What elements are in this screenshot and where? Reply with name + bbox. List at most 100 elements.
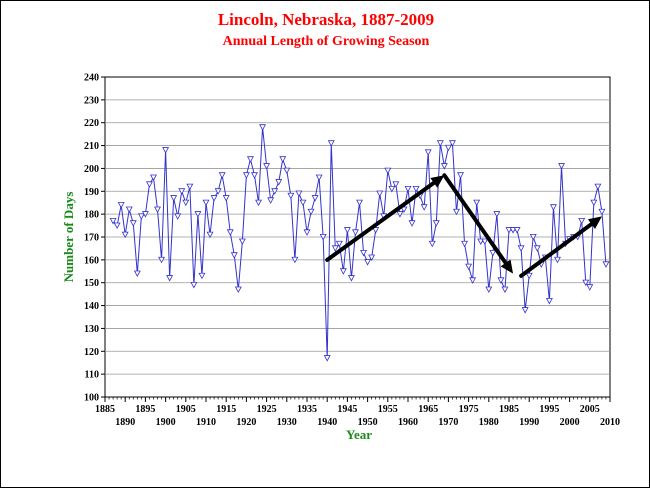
data-point bbox=[473, 199, 481, 207]
data-point bbox=[283, 167, 291, 175]
x-axis-ticks: 1885189018951900190519101915192019251930… bbox=[95, 397, 620, 428]
y-tick-label: 220 bbox=[84, 118, 99, 129]
data-point bbox=[432, 220, 440, 227]
data-point bbox=[295, 190, 303, 198]
data-point bbox=[505, 227, 513, 234]
y-axis-ticks: 100 110 120 130 140 150 160 170 180 190 200 210 220 2… bbox=[84, 73, 105, 404]
x-tick-label: 1920 bbox=[236, 417, 256, 428]
x-tick-label: 1990 bbox=[519, 417, 539, 428]
data-point bbox=[162, 147, 170, 154]
y-tick-label: 240 bbox=[84, 73, 99, 84]
data-point bbox=[444, 144, 452, 152]
x-tick-label: 1970 bbox=[438, 417, 458, 428]
data-point bbox=[299, 199, 307, 207]
x-tick-label: 1885 bbox=[95, 404, 115, 415]
data-point bbox=[121, 231, 129, 239]
data-point bbox=[307, 208, 315, 216]
data-point bbox=[222, 195, 230, 202]
data-point bbox=[255, 199, 262, 207]
data-point bbox=[186, 183, 194, 191]
data-point bbox=[291, 256, 299, 264]
data-point bbox=[420, 204, 428, 211]
data-point bbox=[497, 277, 505, 284]
x-axis-label: Year bbox=[346, 427, 372, 442]
chart-title: Lincoln, Nebraska, 1887-2009 bbox=[218, 10, 434, 29]
trend-arrow-shaft bbox=[519, 222, 594, 278]
data-point bbox=[323, 355, 331, 362]
data-point bbox=[424, 149, 432, 156]
series-growing-season bbox=[109, 124, 610, 362]
x-tick-label: 2005 bbox=[580, 404, 600, 415]
data-point bbox=[194, 211, 202, 218]
data-point bbox=[388, 186, 396, 193]
data-point bbox=[428, 240, 436, 248]
data-point bbox=[251, 172, 258, 179]
x-tick-label: 2010 bbox=[600, 417, 620, 428]
data-point bbox=[513, 227, 521, 234]
data-point bbox=[271, 188, 279, 195]
data-point bbox=[154, 206, 161, 214]
data-point bbox=[343, 227, 351, 234]
x-tick-label: 1995 bbox=[539, 404, 559, 415]
x-tick-label: 1925 bbox=[257, 404, 277, 415]
data-point bbox=[481, 238, 489, 246]
x-tick-label: 1965 bbox=[418, 404, 438, 415]
data-point bbox=[545, 298, 553, 305]
data-point bbox=[214, 188, 222, 195]
x-tick-label: 1930 bbox=[277, 417, 297, 428]
data-point bbox=[408, 220, 416, 227]
trend-arrow-head bbox=[587, 216, 602, 229]
data-point bbox=[376, 190, 384, 198]
data-point bbox=[230, 252, 238, 259]
data-point bbox=[549, 204, 557, 211]
trend-arrow-head bbox=[500, 259, 514, 274]
data-point bbox=[263, 163, 271, 170]
data-point bbox=[368, 254, 376, 262]
data-point bbox=[525, 272, 533, 280]
data-point bbox=[158, 256, 166, 264]
trend-arrow-head bbox=[430, 175, 445, 188]
x-tick-label: 1935 bbox=[297, 404, 317, 415]
y-tick-label: 100 bbox=[84, 393, 99, 404]
data-point bbox=[335, 240, 343, 248]
data-point bbox=[590, 199, 598, 207]
data-point bbox=[287, 192, 295, 200]
x-tick-label: 2000 bbox=[560, 417, 580, 428]
data-point bbox=[174, 213, 182, 220]
data-point bbox=[360, 250, 368, 257]
data-point bbox=[586, 284, 594, 291]
x-tick-label: 1940 bbox=[317, 417, 337, 428]
data-point bbox=[331, 245, 339, 252]
x-tick-label: 1960 bbox=[398, 417, 418, 428]
data-point bbox=[246, 156, 254, 163]
data-point bbox=[384, 167, 392, 175]
x-tick-label: 1945 bbox=[337, 404, 357, 415]
data-point bbox=[533, 245, 541, 252]
data-point bbox=[242, 172, 250, 179]
data-point bbox=[461, 240, 469, 248]
y-axis-label: Number of Days bbox=[61, 192, 76, 283]
trend-arrow-shaft bbox=[325, 180, 436, 262]
data-point bbox=[339, 268, 347, 275]
data-point bbox=[396, 211, 404, 218]
data-point bbox=[489, 250, 497, 257]
data-point bbox=[578, 218, 586, 225]
data-point bbox=[113, 222, 121, 230]
data-point bbox=[327, 140, 335, 147]
data-point bbox=[311, 195, 319, 202]
data-point bbox=[465, 263, 473, 271]
data-point bbox=[170, 195, 178, 202]
data-point bbox=[594, 183, 602, 191]
data-point bbox=[218, 172, 226, 179]
data-point bbox=[150, 174, 157, 182]
data-point bbox=[521, 307, 529, 314]
data-point bbox=[279, 156, 287, 163]
x-tick-label: 1910 bbox=[196, 417, 216, 428]
data-point bbox=[137, 213, 145, 220]
y-tick-label: 110 bbox=[85, 370, 99, 381]
data-point bbox=[234, 286, 242, 294]
data-point bbox=[372, 227, 380, 234]
data-point bbox=[125, 206, 133, 214]
